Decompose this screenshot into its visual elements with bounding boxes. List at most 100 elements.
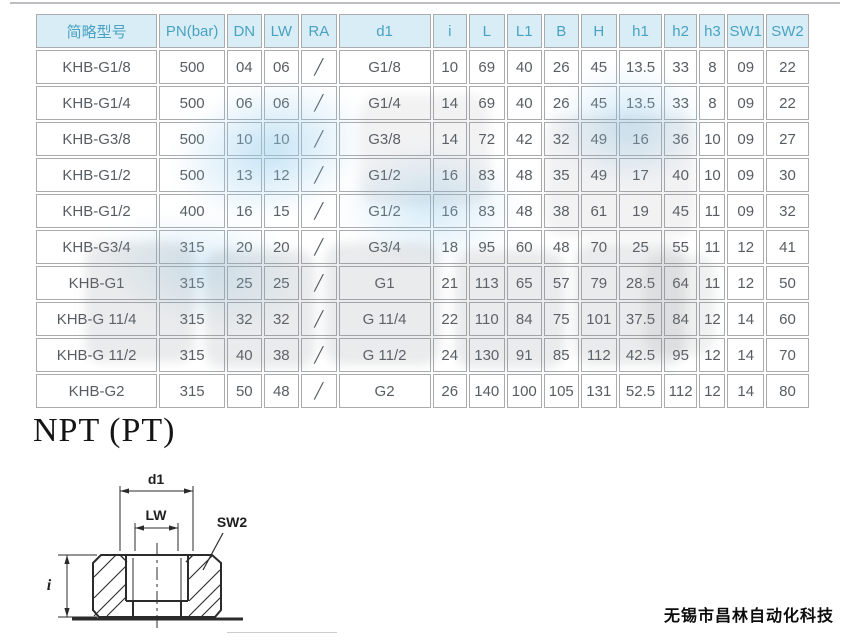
value-cell: 400 <box>159 194 226 228</box>
footer-company-name: 无锡市昌林自动化科技 <box>663 608 834 625</box>
value-cell: 70 <box>766 338 809 372</box>
value-cell: 45 <box>580 86 618 120</box>
value-cell: 12 <box>699 302 726 336</box>
value-cell: 09 <box>727 86 765 120</box>
table-row: KHB-G3/4 315 20 20 ╱ G3/4 18 95 60 48 70 25 55 11 12 41 <box>36 230 809 264</box>
value-cell: 20 <box>227 230 262 264</box>
table-row: KHB-G2 315 50 48 ╱ G2 26 140 100 105 131 52.5 112 12 1… <box>36 374 809 408</box>
column-header: 简略型号 <box>36 14 158 48</box>
value-cell: 112 <box>580 338 618 372</box>
value-cell: 17 <box>619 158 662 192</box>
value-cell: 83 <box>469 158 505 192</box>
dim-label-i: i <box>47 577 52 594</box>
value-cell: 14 <box>727 338 765 372</box>
value-cell: 19 <box>619 194 662 228</box>
value-cell: 09 <box>727 194 765 228</box>
value-cell: 40 <box>227 338 262 372</box>
value-cell: 09 <box>727 50 765 84</box>
value-cell: G3/8 <box>338 122 431 156</box>
value-cell: 16 <box>432 194 467 228</box>
value-cell: 26 <box>432 374 467 408</box>
value-cell: 12 <box>727 230 765 264</box>
value-cell: 49 <box>580 158 618 192</box>
value-cell: 25 <box>227 266 262 300</box>
value-cell: 60 <box>506 230 543 264</box>
value-cell: G 11/4 <box>338 302 431 336</box>
value-cell: 52.5 <box>619 374 662 408</box>
value-cell: 06 <box>263 86 300 120</box>
table-row: KHB-G 11/4 315 32 32 ╱ G 11/4 22 110 84 75 101 37.5… <box>36 302 809 336</box>
value-cell: 18 <box>432 230 467 264</box>
value-cell: ╱ <box>301 374 337 408</box>
value-cell: 27 <box>766 122 809 156</box>
value-cell: ╱ <box>301 266 337 300</box>
value-cell: 16 <box>432 158 467 192</box>
value-cell: 70 <box>580 230 618 264</box>
value-cell: ╱ <box>301 86 337 120</box>
value-cell: 45 <box>663 194 698 228</box>
column-header: h1 <box>619 14 662 48</box>
value-cell: G1/4 <box>338 86 431 120</box>
value-cell: 41 <box>766 230 809 264</box>
value-cell: 12 <box>263 158 300 192</box>
value-cell: 10 <box>699 122 726 156</box>
value-cell: 06 <box>263 50 300 84</box>
value-cell: 13 <box>227 158 262 192</box>
table-row: KHB-G1/2 400 16 15 ╱ G1/2 16 83 48 38 61 19 45 11 09 32 <box>36 194 809 228</box>
value-cell: 100 <box>506 374 543 408</box>
value-cell: 13.5 <box>619 86 662 120</box>
value-cell: 38 <box>263 338 300 372</box>
column-header: d1 <box>338 14 431 48</box>
dim-label-d1: d1 <box>148 471 165 487</box>
value-cell: 315 <box>159 338 226 372</box>
value-cell: ╱ <box>301 50 337 84</box>
value-cell: G2 <box>338 374 431 408</box>
bottom-faint-line <box>227 632 337 633</box>
value-cell: 26 <box>544 86 579 120</box>
column-header: RA <box>301 14 337 48</box>
value-cell: 10 <box>699 158 726 192</box>
model-cell: KHB-G1/8 <box>36 50 158 84</box>
model-cell: KHB-G3/8 <box>36 122 158 156</box>
value-cell: 315 <box>159 230 226 264</box>
value-cell: 06 <box>227 86 262 120</box>
model-cell: KHB-G 11/2 <box>36 338 158 372</box>
value-cell: 04 <box>227 50 262 84</box>
value-cell: 50 <box>227 374 262 408</box>
value-cell: 55 <box>663 230 698 264</box>
value-cell: 14 <box>432 86 467 120</box>
value-cell: 13.5 <box>619 50 662 84</box>
value-cell: 22 <box>766 50 809 84</box>
column-header: L1 <box>506 14 543 48</box>
value-cell: 112 <box>663 374 698 408</box>
value-cell: 315 <box>159 374 226 408</box>
column-header: i <box>432 14 467 48</box>
table-row: KHB-G1/4 500 06 06 ╱ G1/4 14 69 40 26 45 13.5 33 8 09 2… <box>36 86 809 120</box>
value-cell: 131 <box>580 374 618 408</box>
value-cell: 40 <box>506 86 543 120</box>
value-cell: 95 <box>663 338 698 372</box>
model-cell: KHB-G1/4 <box>36 86 158 120</box>
value-cell: 113 <box>469 266 505 300</box>
value-cell: 16 <box>227 194 262 228</box>
value-cell: 110 <box>469 302 505 336</box>
column-header: LW <box>263 14 300 48</box>
value-cell: 12 <box>727 266 765 300</box>
value-cell: 315 <box>159 266 226 300</box>
value-cell: 38 <box>544 194 579 228</box>
value-cell: 500 <box>159 122 226 156</box>
value-cell: 10 <box>227 122 262 156</box>
value-cell: 48 <box>506 194 543 228</box>
column-header: DN <box>227 14 262 48</box>
value-cell: 32 <box>544 122 579 156</box>
table-row: KHB-G 11/2 315 40 38 ╱ G 11/2 24 130 91 85 112 42.5… <box>36 338 809 372</box>
value-cell: 36 <box>663 122 698 156</box>
value-cell: 42 <box>506 122 543 156</box>
value-cell: 25 <box>263 266 300 300</box>
value-cell: G 11/2 <box>338 338 431 372</box>
model-cell: KHB-G 11/4 <box>36 302 158 336</box>
model-cell: KHB-G3/4 <box>36 230 158 264</box>
value-cell: 45 <box>580 50 618 84</box>
value-cell: 49 <box>580 122 618 156</box>
